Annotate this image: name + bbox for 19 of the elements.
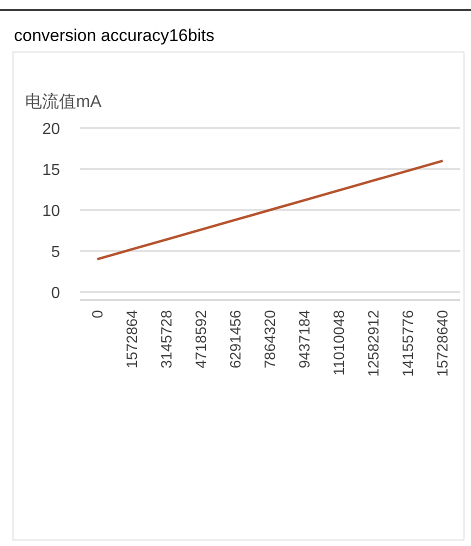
line-series — [96, 160, 444, 260]
y-tick-label: 0 — [51, 285, 60, 302]
x-tick-label: 11010048 — [331, 310, 348, 376]
x-tick-label: 6291456 — [227, 310, 244, 368]
x-tick-label: 1572864 — [124, 310, 141, 368]
x-tick-label: 12582912 — [366, 310, 383, 377]
x-tick-label: 0 — [89, 310, 106, 318]
y-tick-label: 5 — [51, 244, 60, 261]
x-tick-label: 14155776 — [400, 310, 418, 377]
y-axis-title: 电流值mA — [25, 92, 102, 111]
x-tick-label: 9437184 — [296, 310, 314, 368]
x-tick-label: 15728640 — [434, 310, 452, 377]
y-tick-label: 10 — [42, 203, 60, 220]
x-tick-label: 4718592 — [192, 310, 210, 368]
x-tick-label: 3145728 — [158, 310, 176, 368]
x-tick-label: 7864320 — [262, 310, 279, 368]
y-tick-label: 20 — [42, 121, 60, 138]
chart-title: conversion accuracy16bits — [14, 26, 214, 45]
y-tick-label: 15 — [42, 162, 60, 179]
